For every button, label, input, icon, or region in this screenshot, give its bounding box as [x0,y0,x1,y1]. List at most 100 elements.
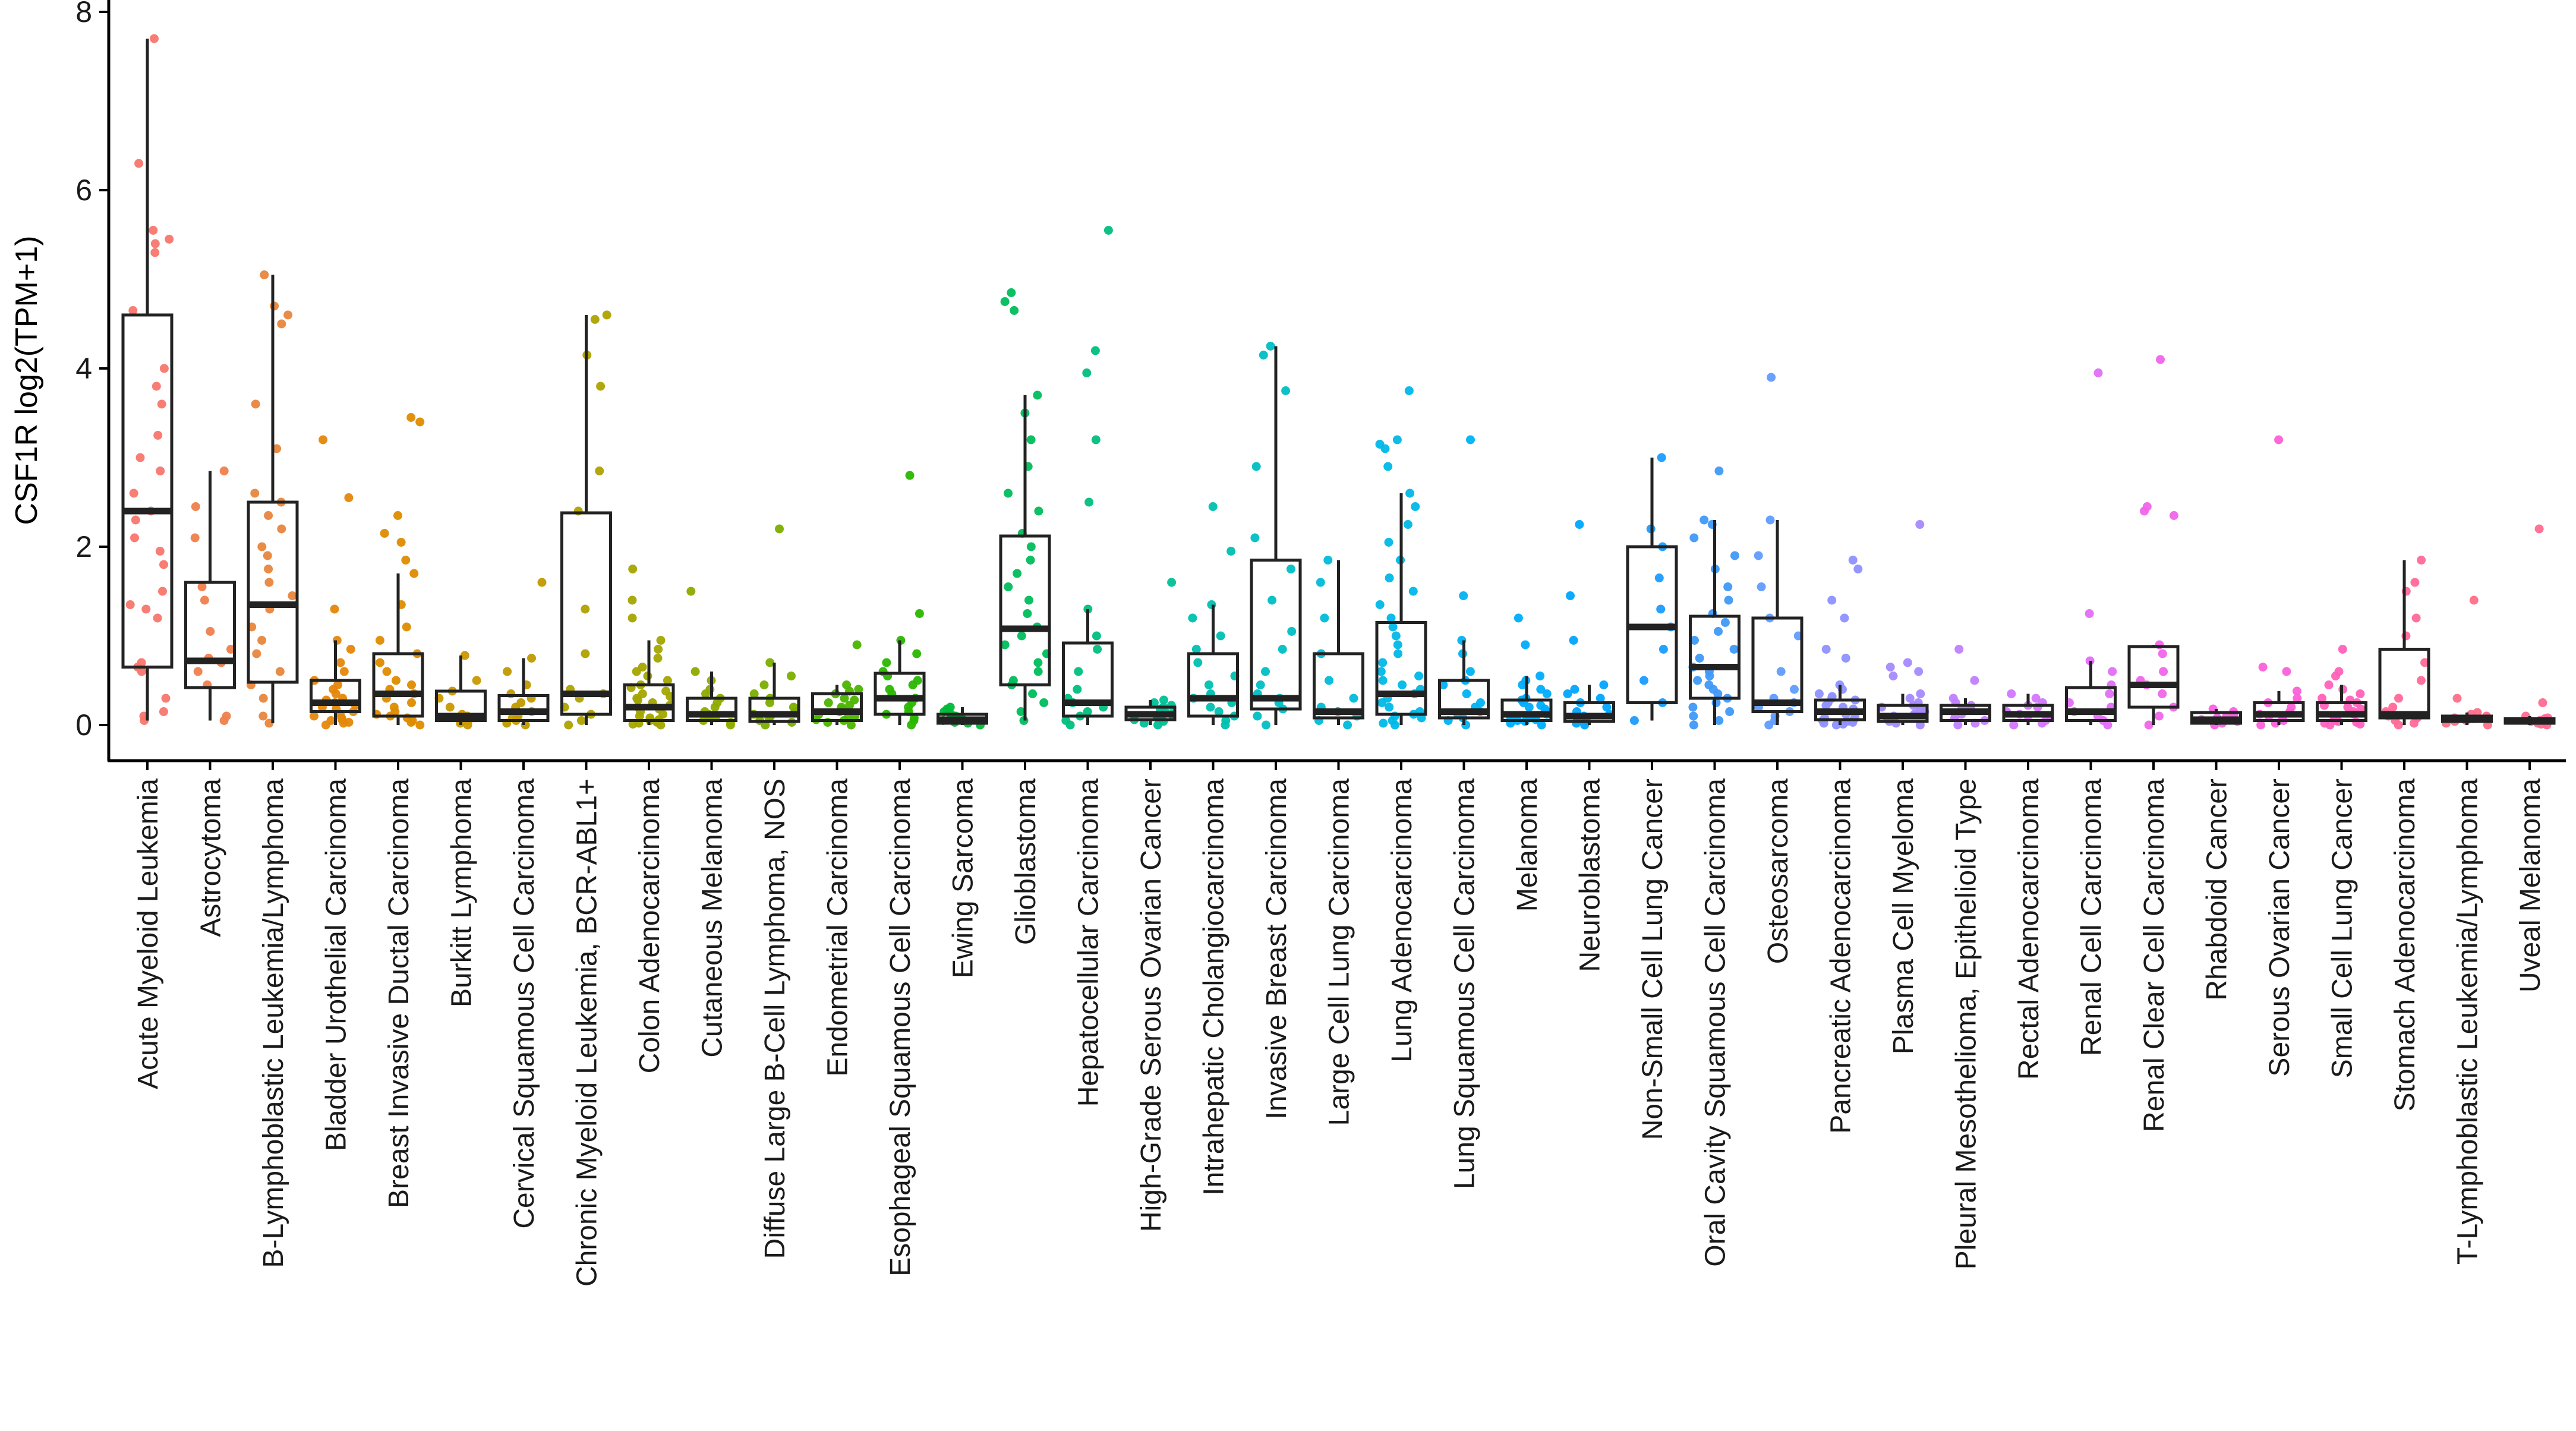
data-point [1266,342,1275,351]
data-point [2409,718,2419,728]
data-point [882,658,891,667]
data-point [2105,689,2114,698]
data-point [2258,663,2268,672]
data-point [1026,435,1036,445]
y-tick-label: 2 [75,530,92,563]
data-point [564,720,573,730]
data-point [2338,645,2347,654]
series-group [434,651,487,730]
data-point [1821,645,1831,654]
data-point [2154,711,2164,721]
data-point [1167,578,1177,587]
data-point [258,711,268,721]
data-point [1033,658,1043,667]
x-tick-label: Oral Cavity Squamous Cell Carcinoma [1700,778,1732,1267]
data-point [1262,720,1270,730]
series-group [1438,435,1490,730]
data-point [2324,680,2334,689]
data-point [2158,689,2167,698]
data-point [581,604,590,614]
data-point [690,667,700,676]
iqr-box [372,652,424,718]
series-group [1187,502,1240,730]
data-point [1688,702,1698,712]
series-group [1313,556,1364,730]
data-point [912,649,922,658]
data-point [1221,720,1230,730]
data-point [415,720,425,730]
data-point [159,707,168,716]
data-point [2416,676,2426,685]
data-point [1705,672,1714,680]
data-point [1840,613,1849,623]
data-point [392,676,401,685]
data-point [2318,694,2327,703]
data-point [1375,600,1385,609]
data-point [1287,627,1297,636]
iqr-box [2127,645,2180,709]
data-point [396,538,406,547]
data-point [1695,654,1704,663]
iqr-box [2378,648,2430,720]
series-group [623,565,675,730]
data-point [277,524,286,534]
iqr-box [1250,559,1302,711]
data-point [590,315,600,324]
data-point [1010,306,1019,315]
data-point [2256,720,2266,730]
x-tick-label: Cutaneous Melanoma [697,778,729,1058]
data-point [1159,695,1168,705]
data-point [1596,694,1605,703]
data-point [632,667,641,676]
x-tick-label: Lung Squamous Cell Carcinoma [1449,778,1481,1189]
data-point [2538,698,2547,707]
x-tick-label: Ewing Sarcoma [948,778,979,978]
data-point [1379,718,1388,728]
x-tick-label: Glioblastoma [1010,778,1042,945]
data-point [1007,288,1016,297]
data-point [1886,663,1895,672]
series-group [246,270,299,728]
data-point [1383,462,1393,471]
series-group [1877,520,1929,730]
data-point [1903,658,1912,667]
data-point [1343,720,1352,730]
data-point [2156,355,2165,364]
data-point [1033,390,1042,400]
data-point [1954,645,1964,654]
data-point [1848,556,1858,565]
data-point [1730,551,1739,560]
data-point [2007,689,2016,698]
data-point [1690,636,1699,645]
data-point [401,556,411,565]
series-group [372,413,425,730]
data-point [1714,716,1724,725]
series-group [874,471,926,730]
data-point [1563,689,1572,698]
data-point [1459,591,1468,600]
x-tick-label: Astrocytoma [196,778,227,937]
data-point [339,718,348,728]
data-point [197,582,207,591]
x-tick-label: Osteosarcoma [1762,778,1794,964]
series-group [1940,645,1991,730]
data-point [1253,711,1262,721]
data-point [1814,689,1824,698]
data-point [2144,720,2154,730]
iqr-box [1689,614,1741,700]
data-point [907,720,916,730]
data-point [1535,672,1545,680]
series-group [1500,613,1553,730]
data-point [152,382,161,391]
data-point [2009,720,2019,730]
x-tick-label: Invasive Breast Carcinoma [1261,778,1292,1120]
data-point [1256,680,1265,689]
data-point [277,319,286,329]
data-point [153,431,163,440]
iqr-box [1563,701,1615,723]
data-point [137,667,146,676]
data-point [1377,698,1387,707]
data-point [1388,622,1398,632]
data-point [415,417,425,427]
data-point [161,694,171,703]
